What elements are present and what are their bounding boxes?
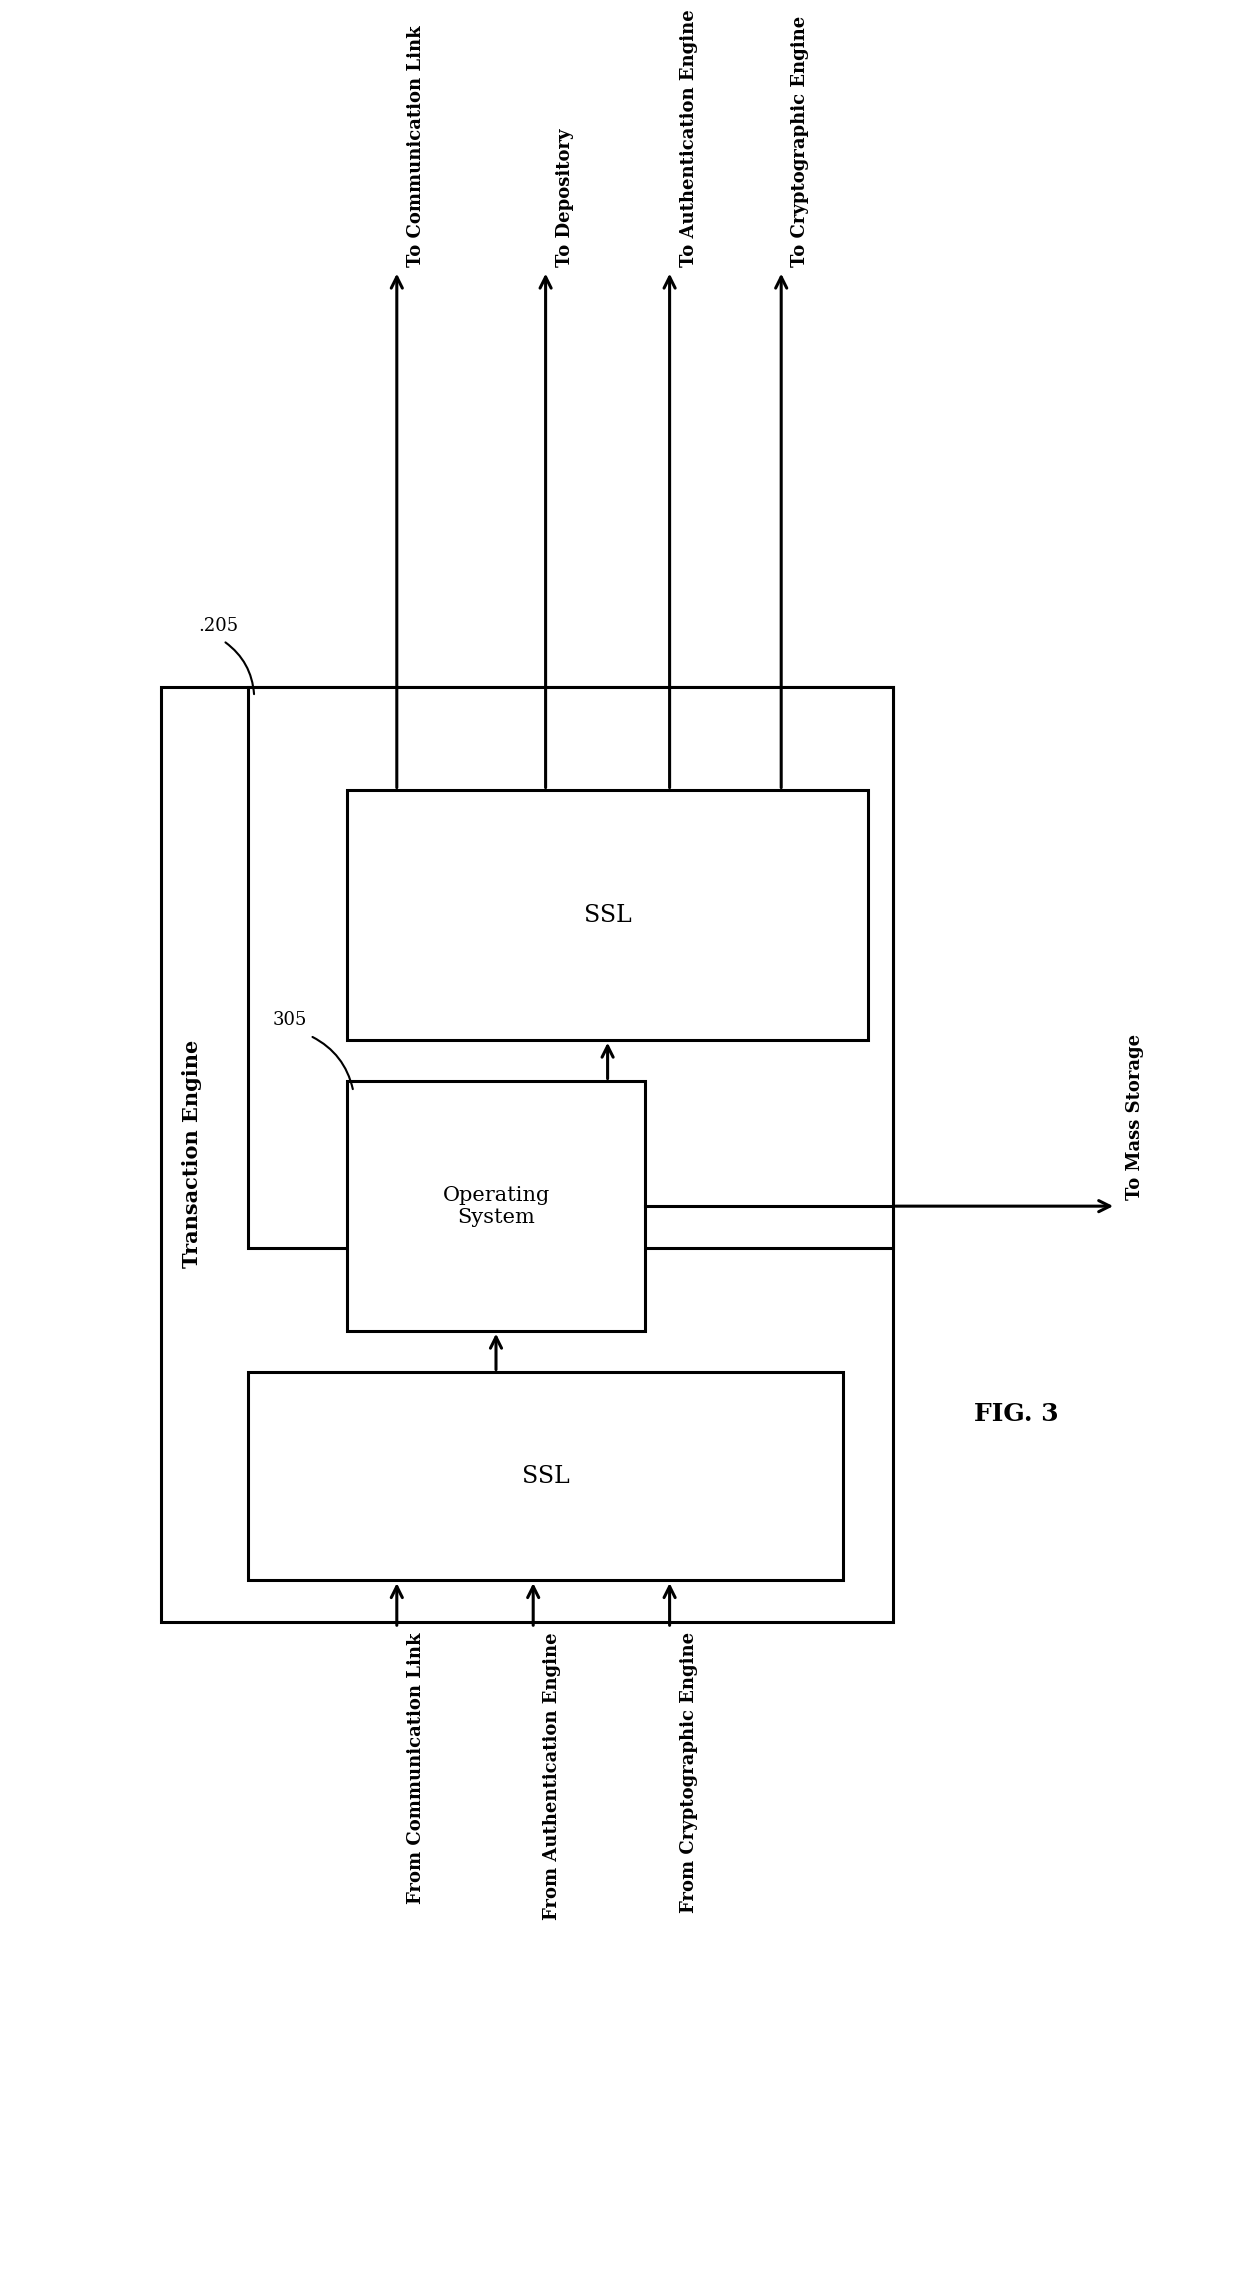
Text: To Depository: To Depository (556, 128, 574, 268)
Text: From Communication Link: From Communication Link (407, 1633, 425, 1903)
FancyBboxPatch shape (347, 1082, 645, 1331)
Text: To Cryptographic Engine: To Cryptographic Engine (791, 16, 810, 268)
Text: Transaction Engine: Transaction Engine (182, 1041, 202, 1269)
FancyBboxPatch shape (161, 686, 893, 1621)
Text: FIG. 3: FIG. 3 (975, 1402, 1059, 1427)
Text: From Cryptographic Engine: From Cryptographic Engine (680, 1633, 698, 1914)
Text: .205: .205 (198, 617, 238, 633)
Text: SSL: SSL (584, 903, 631, 926)
Text: To Mass Storage: To Mass Storage (1126, 1034, 1145, 1201)
Text: Operating
System: Operating System (443, 1185, 549, 1226)
Text: To Communication Link: To Communication Link (407, 25, 425, 268)
Text: From Authentication Engine: From Authentication Engine (543, 1633, 562, 1919)
FancyBboxPatch shape (248, 686, 893, 1249)
FancyBboxPatch shape (347, 791, 868, 1041)
Text: 305: 305 (273, 1011, 308, 1029)
Text: SSL: SSL (522, 1466, 569, 1489)
Text: To Authentication Engine: To Authentication Engine (680, 9, 698, 268)
FancyBboxPatch shape (248, 1372, 843, 1580)
